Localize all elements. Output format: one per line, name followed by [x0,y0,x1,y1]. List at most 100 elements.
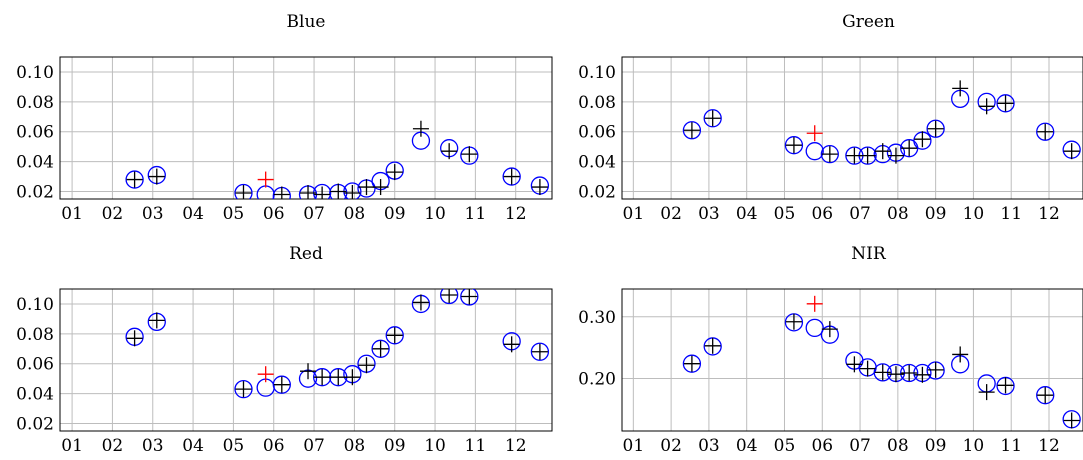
x-tick-label: 04 [182,436,204,456]
x-tick-label: 01 [623,436,645,456]
x-tick-label: 01 [61,436,83,456]
x-tick-label: 11 [1000,204,1022,224]
data-points [682,295,1081,429]
x-tick-label: 08 [887,204,909,224]
point-plus [901,140,918,157]
x-tick-label: 07 [303,436,325,456]
point-plus [358,357,375,374]
chart-title: Green [842,12,895,32]
point-circle [996,94,1015,113]
panel-nir: NIR 01 02 03 04 05 06 07 08 09 10 11 12 0.20 0.30 [578,244,1083,456]
point-plus [503,336,520,353]
x-tick-label: 03 [142,204,164,224]
point-plus-red [257,171,274,188]
point-circle [234,379,253,399]
x-tick-label: 10 [424,436,446,456]
x-tick-label: 08 [344,204,366,224]
point-plus [874,364,891,381]
plot-frame [621,56,1083,200]
x-tick-label: 05 [774,204,796,224]
point-plus [952,80,969,97]
x-tick-label: 01 [61,204,83,224]
point-plus [300,185,317,199]
x-tick-label: 03 [698,204,720,224]
y-tick-label: 0.08 [16,93,54,113]
point-circle [385,326,404,345]
x-tick-label: 08 [887,436,909,456]
data-points [125,120,550,199]
x-tick-label: 06 [811,436,833,456]
point-plus [330,369,347,386]
x-tick-label: 07 [849,436,871,456]
chart-title: Red [289,244,323,264]
point-circle [125,170,144,189]
x-tick-label: 01 [623,204,645,224]
point-circle [805,318,824,338]
y-tick-label: 0.10 [578,63,616,83]
point-circle [1036,386,1055,405]
x-tick-label: 04 [736,204,758,224]
y-tick-label: 0.02 [16,415,54,435]
point-circle [1036,122,1055,141]
point-plus [952,346,969,363]
point-circle [256,185,275,199]
point-plus [372,179,389,196]
point-circle [440,289,459,305]
point-plus [821,146,838,163]
point-plus [927,120,944,137]
y-tick-label: 0.06 [578,123,616,143]
point-plus [358,179,375,196]
x-tick-label: 10 [963,436,985,456]
point-plus [314,369,331,386]
chart-title: Blue [287,12,326,32]
point-circle [682,121,702,140]
point-plus [914,366,931,383]
point-plus [1063,412,1080,429]
point-plus [859,360,876,377]
y-tick-label: 0.06 [16,123,54,143]
x-tick-label: 05 [223,436,245,456]
point-plus [273,376,290,393]
point-plus [344,369,361,386]
point-circle [502,167,521,186]
point-plus [126,330,143,347]
data-points [682,80,1081,165]
x-tick-label: 12 [1038,436,1060,456]
x-tick-label: 06 [263,204,285,224]
point-plus [314,186,331,199]
point-circle [820,145,839,164]
x-tick-label: 06 [811,204,833,224]
point-plus [683,355,700,372]
x-tick-label: 12 [505,436,527,456]
y-tick-label: 0.10 [16,295,54,315]
y-tick-label: 0.04 [16,153,54,173]
point-plus [785,313,802,330]
x-tick-label: 04 [736,436,758,456]
x-tick-label: 09 [925,436,947,456]
x-tick-label: 11 [465,436,487,456]
point-plus [927,361,944,378]
point-plus [997,377,1014,394]
x-tick-label: 05 [774,436,796,456]
point-circle [530,342,550,361]
chart-title: NIR [851,244,887,264]
point-plus-red [806,125,823,142]
point-plus [461,289,478,305]
point-plus [372,340,389,357]
y-tick-label: 0.04 [16,385,54,405]
panel-blue: Blue 01 02 03 04 05 06 07 08 09 10 11 12 0.02 0.04 0.06… [16,12,553,224]
x-tick-label: 11 [465,204,487,224]
point-plus [887,366,904,383]
point-plus-red [257,366,274,383]
point-plus [235,381,252,398]
point-circle [234,183,253,199]
point-plus [148,312,165,329]
x-tick-label: 12 [1038,204,1060,224]
x-tick-label: 04 [182,204,204,224]
point-plus [1063,143,1080,160]
point-plus [126,171,143,188]
point-plus [461,146,478,163]
data-points [125,289,550,399]
point-plus [148,168,165,185]
